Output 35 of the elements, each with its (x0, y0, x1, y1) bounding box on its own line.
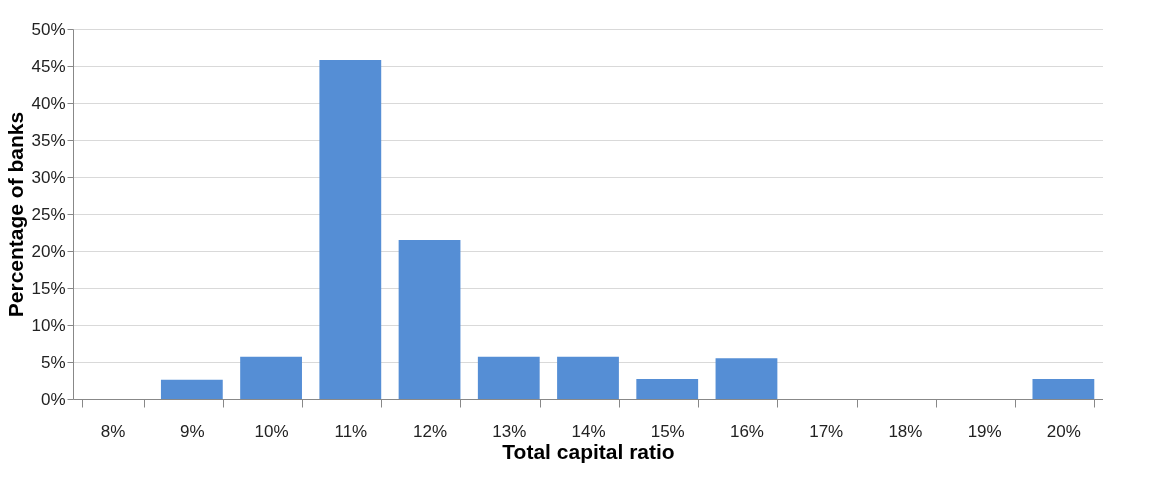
x-tick-label: 18% (888, 421, 923, 441)
x-tick-label: 12% (413, 421, 448, 441)
x-tick-label: 10% (254, 421, 289, 441)
y-tick-label: 45% (31, 56, 66, 76)
y-tick-label: 5% (40, 352, 66, 372)
x-tick-label: 16% (729, 421, 764, 441)
x-axis-title: Total capital ratio (502, 439, 675, 463)
bar (319, 60, 382, 399)
bar (240, 356, 302, 399)
y-tick-label: 20% (31, 241, 66, 261)
bar (636, 379, 699, 399)
bar (557, 356, 619, 399)
bar (398, 239, 461, 399)
x-tick-label: 11% (334, 421, 368, 441)
x-tick-label: 15% (650, 421, 685, 441)
bar (160, 379, 223, 399)
y-tick-label: 25% (31, 204, 66, 224)
y-tick-label: 0% (40, 389, 66, 409)
x-tick-label: 8% (100, 421, 126, 441)
x-tick-label: 9% (180, 421, 205, 441)
x-tick-label: 13% (492, 421, 527, 441)
bar (1032, 379, 1095, 399)
y-tick-label: 30% (31, 167, 66, 187)
x-tick-label: 20% (1046, 421, 1081, 441)
bar (715, 358, 778, 399)
x-tick-label: 14% (571, 421, 606, 441)
y-tick-label: 40% (31, 93, 66, 113)
x-tick-label: 19% (967, 421, 1002, 441)
y-axis-title: Percentage of banks (4, 111, 28, 318)
y-tick-label: 35% (31, 130, 66, 150)
y-tick-label: 10% (31, 315, 66, 335)
x-tick-label: 17% (809, 421, 844, 441)
y-tick-label: 15% (31, 278, 66, 298)
bar (477, 356, 540, 399)
y-tick-label: 50% (31, 19, 66, 39)
